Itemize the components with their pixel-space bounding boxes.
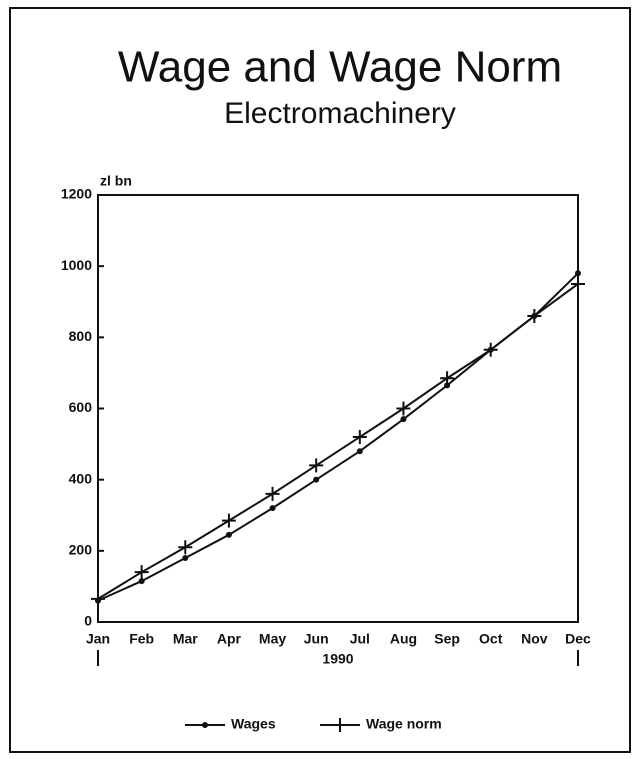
x-tick-label: Mar	[173, 631, 198, 647]
y-tick-label: 1000	[61, 257, 92, 273]
x-tick-label: Sep	[434, 631, 460, 647]
y-tick-label: 0	[84, 613, 92, 629]
x-tick-label: Dec	[565, 631, 591, 647]
x-tick-label: Feb	[129, 631, 154, 647]
marker	[221, 513, 236, 528]
legend-label: Wages	[231, 716, 276, 732]
legend-marker	[333, 718, 347, 732]
series-line	[97, 272, 579, 602]
x-tick-label: May	[259, 631, 286, 647]
marker	[269, 505, 276, 512]
frame	[9, 7, 631, 753]
x-tick-label: Jul	[350, 631, 370, 647]
y-tick-label: 800	[69, 328, 93, 344]
marker	[309, 458, 324, 473]
marker	[134, 565, 149, 580]
chart-subtitle: Electromachinery	[224, 97, 456, 130]
y-axis-label: zl bn	[100, 173, 132, 189]
y-tick-label: 200	[69, 542, 93, 558]
x-tick-label: Oct	[479, 631, 503, 647]
x-tick-label: Nov	[521, 631, 548, 647]
legend-label: Wage norm	[366, 716, 442, 732]
marker	[571, 276, 585, 291]
x-axis-label: 1990	[322, 651, 353, 667]
marker	[444, 382, 451, 389]
x-tick-label: Apr	[217, 631, 242, 647]
marker	[352, 429, 367, 444]
marker	[400, 416, 407, 423]
series-line	[97, 283, 579, 600]
marker	[356, 448, 363, 455]
chart-title: Wage and Wage Norm	[118, 43, 562, 92]
marker	[527, 308, 542, 323]
marker	[483, 342, 498, 357]
marker	[225, 531, 232, 538]
marker	[138, 578, 145, 585]
y-tick-label: 400	[69, 470, 93, 486]
marker	[182, 554, 189, 561]
marker	[178, 540, 193, 555]
x-tick-label: Jun	[304, 631, 329, 647]
x-tick-label: Aug	[390, 631, 417, 647]
marker	[396, 401, 411, 416]
marker	[440, 371, 455, 386]
y-tick-label: 1200	[61, 186, 92, 202]
plot-area	[97, 194, 579, 623]
legend-marker	[202, 722, 208, 728]
x-tick-label: Jan	[86, 631, 110, 647]
marker	[265, 486, 280, 501]
marker	[91, 591, 105, 606]
y-tick-label: 600	[69, 399, 93, 415]
marker	[313, 476, 320, 483]
marker	[575, 270, 581, 277]
